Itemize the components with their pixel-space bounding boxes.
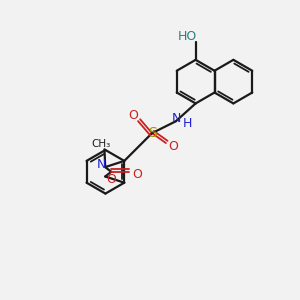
Text: O: O (128, 109, 138, 122)
Text: N: N (172, 112, 182, 125)
Text: S: S (148, 126, 156, 140)
Text: O: O (132, 168, 142, 181)
Text: CH₃: CH₃ (91, 139, 110, 149)
Text: H: H (183, 117, 192, 130)
Text: O: O (168, 140, 178, 152)
Text: N: N (97, 158, 106, 171)
Text: HO: HO (178, 30, 197, 43)
Text: O: O (106, 173, 116, 186)
